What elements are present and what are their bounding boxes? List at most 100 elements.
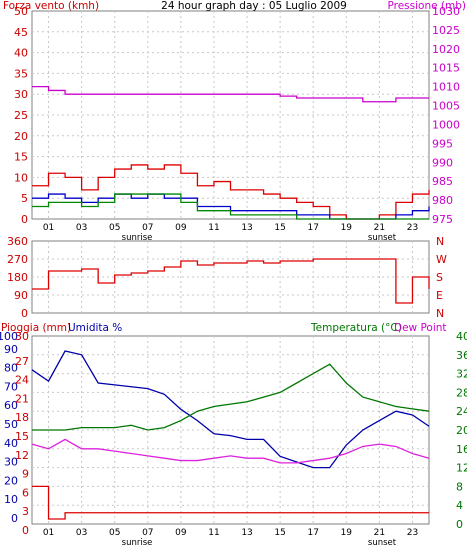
top-xtick: 05 bbox=[109, 223, 120, 233]
bot-ytick-rain: 0 bbox=[22, 524, 29, 537]
bot-ytick-humidity: 90 bbox=[4, 343, 18, 356]
chart-title: 24 hour graph day : 05 Luglio 2009 bbox=[161, 0, 347, 12]
sunrise-label-bottom: sunrise bbox=[122, 538, 153, 548]
top-ytick-left: 5 bbox=[21, 192, 28, 205]
bot-xtick: 13 bbox=[241, 528, 252, 538]
top-ytick-right: 990 bbox=[432, 156, 453, 169]
top-ytick-right: 995 bbox=[432, 137, 453, 150]
top-ytick-left: 15 bbox=[14, 151, 28, 164]
mid-ytick-left: 180 bbox=[7, 271, 28, 284]
top-ytick-left: 10 bbox=[14, 171, 28, 184]
top-xtick: 01 bbox=[43, 223, 54, 233]
bot-ytick-humidity: 50 bbox=[4, 418, 18, 431]
bot-ytick-temp: 28 bbox=[456, 386, 467, 399]
bot-xtick: 01 bbox=[43, 528, 54, 538]
wind-axis-title: Forza vento (kmh) bbox=[3, 0, 99, 12]
pressure-axis-title: Pressione (mb) bbox=[387, 0, 466, 12]
rain-axis-title: Pioggia (mm) bbox=[1, 322, 71, 334]
top-ytick-left: 50 bbox=[14, 5, 28, 18]
bot-ytick-humidity: 0 bbox=[11, 512, 18, 525]
bot-ytick-rain: 3 bbox=[22, 505, 29, 518]
dewpoint-axis-title: Dew Point bbox=[394, 322, 447, 334]
humidity-axis-title: Umidita % bbox=[68, 322, 122, 334]
top-ytick-right: 1005 bbox=[432, 100, 460, 113]
bot-ytick-rain: 12 bbox=[15, 449, 29, 462]
top-xtick: 09 bbox=[175, 223, 187, 233]
bot-ytick-rain: 15 bbox=[15, 430, 29, 443]
series-direction bbox=[32, 258, 430, 304]
bot-xtick: 19 bbox=[341, 528, 353, 538]
mid-ytick-right: W bbox=[436, 253, 447, 266]
bot-ytick-rain: 6 bbox=[22, 486, 29, 499]
top-ytick-right: 1000 bbox=[432, 118, 460, 131]
mid-ytick-left: 0 bbox=[21, 307, 28, 320]
bot-ytick-temp: 4 bbox=[456, 499, 463, 512]
mid-ytick-left: 270 bbox=[7, 253, 28, 266]
bot-xtick: 05 bbox=[109, 528, 120, 538]
top-ytick-left: 40 bbox=[14, 47, 28, 60]
bot-ytick-rain: 27 bbox=[15, 355, 29, 368]
top-xtick: 15 bbox=[274, 223, 285, 233]
bot-ytick-humidity: 10 bbox=[4, 493, 18, 506]
top-ytick-left: 45 bbox=[14, 26, 28, 39]
sunset-label-top: sunset bbox=[368, 233, 397, 243]
series-dewpoint bbox=[31, 438, 430, 464]
bot-xtick: 03 bbox=[76, 528, 87, 538]
bot-ytick-humidity: 40 bbox=[4, 437, 18, 450]
bot-ytick-rain: 21 bbox=[15, 392, 29, 405]
wind-direction-plot-area bbox=[31, 240, 430, 314]
bot-xtick: 15 bbox=[274, 528, 285, 538]
top-ytick-left: 25 bbox=[14, 109, 28, 122]
bot-xtick: 09 bbox=[175, 528, 187, 538]
bot-ytick-humidity: 100 bbox=[0, 330, 18, 343]
bot-ytick-humidity: 80 bbox=[4, 362, 18, 375]
top-ytick-right: 1030 bbox=[432, 5, 460, 18]
bot-ytick-temp: 32 bbox=[456, 368, 467, 381]
series-humidity bbox=[31, 350, 430, 469]
sunset-label-bottom: sunset bbox=[368, 538, 397, 548]
mid-ytick-right: N bbox=[436, 307, 444, 320]
top-xtick: 11 bbox=[208, 223, 219, 233]
bot-xtick: 21 bbox=[374, 528, 385, 538]
top-ytick-right: 1010 bbox=[432, 81, 460, 94]
bot-ytick-temp: 20 bbox=[456, 424, 467, 437]
bot-ytick-humidity: 20 bbox=[4, 474, 18, 487]
top-ytick-left: 20 bbox=[14, 130, 28, 143]
bot-ytick-rain: 9 bbox=[22, 468, 29, 481]
bot-xtick: 23 bbox=[407, 528, 418, 538]
top-xtick: 03 bbox=[76, 223, 87, 233]
bot-ytick-rain: 18 bbox=[15, 411, 29, 424]
top-ytick-right: 975 bbox=[432, 213, 453, 226]
mid-ytick-left: 360 bbox=[7, 235, 28, 248]
top-ytick-right: 980 bbox=[432, 194, 453, 207]
series-wind_avg bbox=[32, 193, 429, 220]
top-ytick-right: 1020 bbox=[432, 43, 460, 56]
mid-ytick-right: E bbox=[436, 289, 443, 302]
bot-ytick-temp: 24 bbox=[456, 405, 467, 418]
temperature-axis-title: Temperatura (°C) bbox=[310, 322, 402, 334]
series-pressure bbox=[32, 85, 429, 103]
top-xtick: 17 bbox=[307, 223, 318, 233]
bot-ytick-humidity: 60 bbox=[4, 399, 18, 412]
top-ytick-left: 35 bbox=[14, 67, 28, 80]
top-xtick: 07 bbox=[142, 223, 153, 233]
bot-ytick-temp: 40 bbox=[456, 330, 467, 343]
bot-ytick-temp: 0 bbox=[456, 518, 463, 531]
series-rain bbox=[32, 485, 429, 520]
bot-ytick-rain: 30 bbox=[15, 330, 29, 343]
top-xtick: 23 bbox=[407, 223, 418, 233]
top-ytick-left: 0 bbox=[21, 213, 28, 226]
bot-ytick-humidity: 30 bbox=[4, 456, 18, 469]
mid-ytick-left: 90 bbox=[14, 289, 28, 302]
top-xtick: 19 bbox=[341, 223, 353, 233]
top-ytick-right: 1015 bbox=[432, 62, 460, 75]
bot-ytick-humidity: 70 bbox=[4, 380, 18, 393]
temp-humidity-plot-area bbox=[31, 335, 430, 525]
bot-xtick: 17 bbox=[307, 528, 318, 538]
top-ytick-right: 985 bbox=[432, 175, 453, 188]
bot-ytick-temp: 12 bbox=[456, 462, 467, 475]
top-ytick-right: 1025 bbox=[432, 24, 460, 37]
bot-ytick-temp: 16 bbox=[456, 443, 467, 456]
bot-ytick-temp: 8 bbox=[456, 480, 463, 493]
